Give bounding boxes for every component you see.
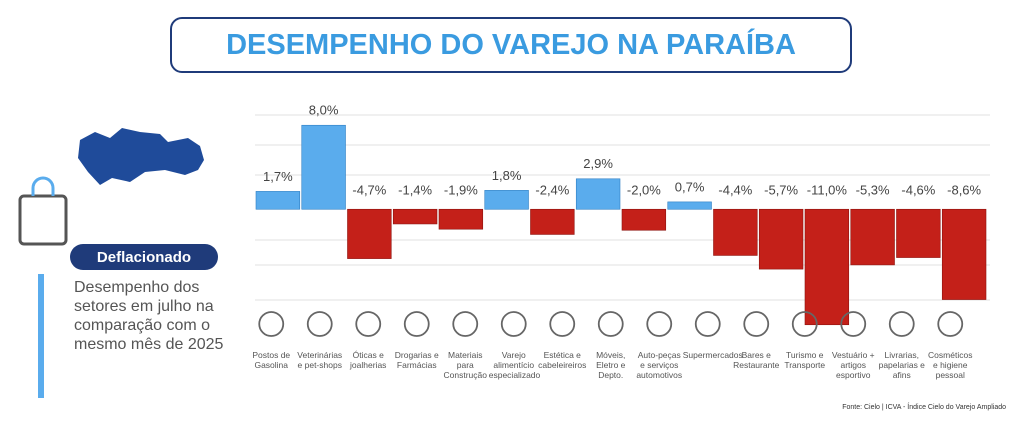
sector-icon bbox=[597, 311, 624, 337]
bar bbox=[484, 190, 529, 210]
value-label: 1,8% bbox=[492, 168, 522, 183]
sector-icon bbox=[500, 311, 527, 337]
bar bbox=[575, 178, 621, 210]
value-label: -5,7% bbox=[764, 183, 798, 198]
sector-label: Bares e Restaurante bbox=[733, 350, 780, 370]
grid bbox=[255, 114, 990, 301]
sector-icon bbox=[549, 311, 576, 337]
sector-label: Turismo e Transporte bbox=[784, 350, 826, 370]
value-label: -4,6% bbox=[901, 183, 935, 198]
value-label: 0,7% bbox=[675, 179, 705, 194]
description: Desempenho dos setores em julho na compa… bbox=[74, 279, 224, 353]
chart-title: DESEMPENHO DO VAREJO NA PARAÍBA bbox=[170, 17, 852, 73]
bar bbox=[896, 208, 941, 258]
bar bbox=[621, 208, 667, 231]
bar bbox=[438, 208, 484, 230]
sector-label: Postos de Gasolina bbox=[252, 350, 291, 370]
sector-label: Veterinárias e pet-shops bbox=[297, 350, 343, 370]
value-label: -11,0% bbox=[807, 183, 848, 198]
bar bbox=[850, 208, 895, 266]
bar bbox=[804, 208, 850, 326]
bar bbox=[392, 208, 438, 225]
sector-label: Livrarias, papelarias e afins bbox=[878, 350, 925, 380]
sector-icon bbox=[452, 311, 479, 337]
sector-icon bbox=[937, 311, 964, 337]
bag-icon bbox=[18, 176, 68, 246]
sector-icon bbox=[743, 311, 770, 337]
value-label: -2,4% bbox=[535, 183, 569, 198]
sector-label: Drogarias e Farmácias bbox=[394, 350, 439, 370]
sector-label: Varejo alimentício especializado bbox=[488, 350, 541, 380]
value-label: -5,3% bbox=[856, 183, 890, 198]
value-label: 1,7% bbox=[263, 169, 293, 184]
sector-icon bbox=[888, 311, 915, 337]
bar bbox=[301, 124, 346, 210]
sector-icon bbox=[355, 311, 382, 337]
sector-label: Estética e cabeleireiros bbox=[538, 350, 587, 370]
sector-icon bbox=[403, 311, 430, 337]
sector-label: Móveis, Eletro e Depto. bbox=[596, 350, 626, 380]
sector-icon bbox=[258, 311, 285, 337]
value-label: -2,0% bbox=[627, 183, 661, 198]
bar bbox=[255, 191, 301, 210]
value-label: 8,0% bbox=[309, 103, 339, 118]
bar bbox=[347, 208, 392, 259]
bar bbox=[667, 201, 712, 210]
sector-icon bbox=[694, 311, 721, 337]
value-label: 2,9% bbox=[583, 156, 613, 171]
value-label: -1,9% bbox=[444, 183, 478, 198]
bar bbox=[530, 208, 575, 235]
sector-label: Cosméticos e higiene pessoal bbox=[928, 350, 973, 380]
badge: Deflacionado bbox=[70, 244, 218, 270]
sector-label: Supermercados bbox=[682, 350, 743, 360]
accent-bar bbox=[38, 274, 44, 398]
bar bbox=[941, 208, 987, 300]
bar bbox=[713, 208, 758, 256]
sector-icon bbox=[646, 311, 673, 337]
sector-icon bbox=[840, 311, 867, 337]
source: Fonte: Cielo | ICVA - Índice Cielo do Va… bbox=[842, 404, 1006, 411]
value-label: -1,4% bbox=[398, 183, 432, 198]
sector-label: Materiais para Construção bbox=[443, 350, 487, 380]
value-label: -8,6% bbox=[947, 183, 981, 198]
bar bbox=[758, 208, 804, 270]
value-label: -4,7% bbox=[352, 183, 386, 198]
sector-icon bbox=[791, 311, 818, 337]
sector-label: Vestuário + artigos esportivo bbox=[831, 350, 875, 380]
value-label: -4,4% bbox=[718, 183, 752, 198]
sector-label: Óticas e joalherias bbox=[350, 350, 387, 370]
sector-label: Auto-peças e serviços automotivos bbox=[636, 350, 683, 380]
map-shape bbox=[78, 128, 204, 185]
sector-icon bbox=[306, 311, 333, 337]
